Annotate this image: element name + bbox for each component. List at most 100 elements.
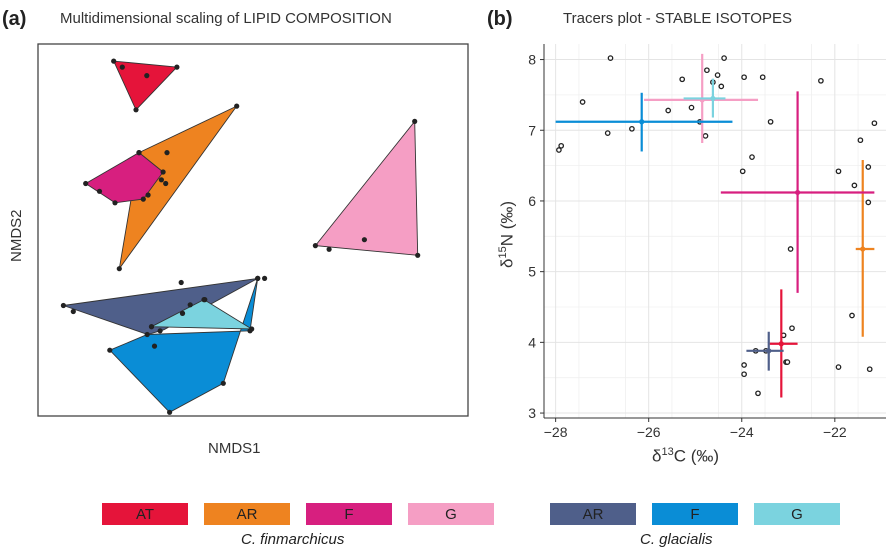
isotope-point-36 [755, 390, 761, 397]
nmds-hull-c-finmarchicus-ar [118, 105, 238, 269]
legend-gla-ar: AR [550, 503, 636, 525]
isotope-x-axis-suffix: C (‰) [673, 446, 720, 466]
isotope-point-18 [767, 118, 774, 125]
isotope-point-14 [718, 83, 725, 90]
nmds-point-c-finmarchicus-ar-2 [234, 103, 240, 109]
nmds-point-c-finmarchicus-f-3 [136, 150, 142, 156]
nmds-point-c-finmarchicus-at-4 [174, 64, 180, 70]
isotope-y-tick-label: 8 [528, 52, 536, 68]
isotope-y-tick-label: 7 [528, 122, 536, 138]
legend-fin-ar: AR [204, 503, 290, 525]
isotope-point-28 [787, 246, 794, 252]
nmds-point-c-glacialis-g-1 [179, 310, 186, 316]
nmds-point-c-finmarchicus-g-3 [412, 118, 418, 124]
isotope-point-13 [714, 72, 721, 78]
nmds-point-c-glacialis-f-1 [167, 409, 173, 415]
isotope-point-21 [818, 77, 824, 84]
isotope-point-16 [741, 74, 747, 81]
nmds-point-c-finmarchicus-at-0 [111, 58, 117, 64]
nmds-x-axis-label: NMDS1 [208, 440, 261, 457]
nmds-point-c-finmarchicus-at-3 [133, 107, 139, 113]
panel-b-letter: (b) [487, 8, 513, 30]
isotope-point-26 [835, 168, 842, 175]
legend-fin-f-label: F [344, 505, 354, 523]
isotope-x-axis-prefix: δ [652, 446, 662, 466]
nmds-point-c-finmarchicus-ar-3 [158, 177, 164, 183]
isotope-point-30 [789, 325, 795, 332]
nmds-point-c-finmarchicus-at-1 [119, 64, 125, 70]
legend-gla-f: F [652, 503, 738, 525]
legend-gla-g: G [754, 503, 840, 525]
isotope-plot-background [544, 44, 886, 418]
nmds-point-c-glacialis-ar-4 [262, 275, 268, 281]
panel-a-title: Multidimensional scaling of LIPID COMPOS… [60, 10, 392, 27]
nmds-point-c-finmarchicus-ar-6 [145, 192, 151, 198]
nmds-hull-c-finmarchicus-at [112, 60, 178, 111]
isotope-point-40 [866, 366, 873, 373]
nmds-point-c-glacialis-g-4 [249, 326, 255, 332]
isotope-point-15 [721, 55, 727, 61]
nmds-point-c-glacialis-g-2 [187, 302, 193, 308]
legend-fin-g: G [408, 503, 494, 525]
isotope-x-axis-superscript: 13 [661, 446, 674, 458]
nmds-point-c-glacialis-ar-1 [70, 308, 76, 315]
nmds-hull-c-finmarchicus-f [84, 152, 164, 204]
nmds-point-c-finmarchicus-f-2 [112, 200, 118, 206]
nmds-point-c-finmarchicus-ar-4 [163, 180, 169, 187]
isotope-point-6 [665, 107, 672, 114]
nmds-point-c-glacialis-g-0 [148, 324, 155, 330]
nmds-hull-c-finmarchicus-g [314, 120, 419, 256]
isotope-point-4 [604, 130, 611, 136]
nmds-hull-c-glacialis-g [151, 299, 254, 330]
isotope-point-0 [556, 147, 562, 153]
nmds-point-c-finmarchicus-f-4 [140, 196, 146, 202]
isotope-point-39 [835, 364, 842, 370]
isotope-mean-c-finmarchicus-at [778, 341, 784, 347]
nmds-point-c-finmarchicus-f-5 [160, 169, 166, 175]
panel-a-letter: (a) [2, 8, 27, 30]
nmds-point-c-glacialis-ar-0 [60, 302, 66, 309]
legend-fin-ar-label: AR [236, 505, 258, 523]
isotope-point-11 [702, 133, 709, 139]
isotope-x-tick-label: −28 [544, 424, 568, 440]
isotope-mean-c-glacialis-g [710, 95, 716, 102]
isotope-point-34 [741, 362, 747, 368]
isotope-mean-c-finmarchicus-f [794, 189, 801, 196]
isotope-point-1 [558, 142, 565, 149]
isotope-point-23 [857, 137, 864, 144]
legend-fin-g-label: G [445, 505, 457, 523]
isotope-point-2 [579, 99, 586, 105]
isotope-mean-c-finmarchicus-ar [860, 246, 866, 252]
isotope-point-20 [749, 154, 755, 160]
nmds-point-c-glacialis-ar-2 [178, 279, 184, 286]
isotope-point-19 [739, 168, 746, 175]
nmds-point-c-glacialis-f-6 [151, 343, 158, 349]
legend-fin-at-label: AT [135, 505, 155, 523]
isotope-point-8 [688, 104, 695, 111]
nmds-point-c-glacialis-f-3 [255, 275, 261, 281]
isotope-point-7 [679, 76, 686, 83]
isotope-y-tick-label: 5 [528, 264, 536, 280]
isotope-mean-c-glacialis-ar [766, 348, 772, 354]
isotope-point-24 [865, 164, 872, 170]
isotope-x-tick-label: −22 [823, 424, 847, 440]
nmds-point-c-finmarchicus-f-0 [83, 180, 89, 187]
isotope-point-3 [607, 55, 614, 61]
isotope-point-5 [629, 125, 635, 132]
isotope-point-35 [741, 371, 747, 378]
isotope-y-tick-label: 6 [528, 193, 536, 209]
nmds-point-c-glacialis-f-5 [144, 331, 150, 338]
nmds-point-c-glacialis-f-0 [107, 347, 113, 353]
legend-gla-ar-label: AR [582, 505, 604, 523]
nmds-point-c-finmarchicus-at-2 [144, 73, 150, 79]
nmds-point-c-finmarchicus-ar-5 [116, 266, 122, 272]
legend-gla-f-label: F [690, 505, 700, 523]
nmds-point-c-finmarchicus-g-1 [326, 246, 332, 252]
isotope-point-38 [784, 359, 791, 365]
isotope-mean-c-glacialis-f [639, 119, 645, 125]
isotope-y-axis-suffix: N (‰) [497, 200, 517, 247]
isotope-y-axis-prefix: δ [497, 258, 517, 268]
isotope-y-tick-label: 3 [528, 405, 536, 421]
legend-fin-f: F [306, 503, 392, 525]
